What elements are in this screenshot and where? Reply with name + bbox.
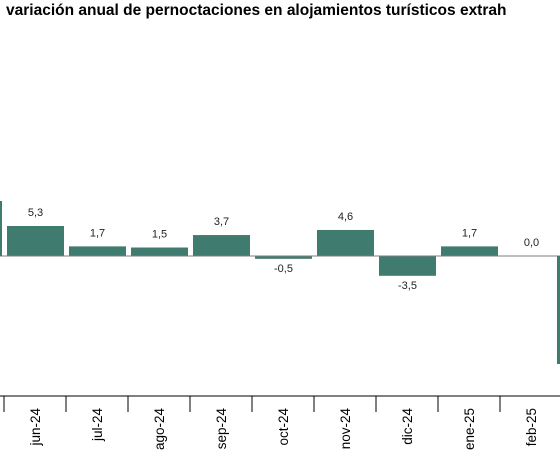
x-tick-label-dic-24: dic-24 bbox=[400, 408, 415, 445]
x-tick-labels-group: jun-24 jul-24 ago-24 sep-24 oct-24 nov-24 dic-… bbox=[28, 408, 539, 451]
bar-sep-24 bbox=[193, 235, 250, 256]
value-label-sep-24: 3,7 bbox=[214, 216, 229, 228]
value-label-nov-24: 4,6 bbox=[338, 211, 353, 223]
bar-nov-24 bbox=[317, 229, 374, 256]
bars-group bbox=[7, 226, 498, 276]
value-label-ago-24: 1,5 bbox=[152, 229, 167, 241]
x-tick-label-ene-25: ene-25 bbox=[462, 408, 477, 450]
value-label-jun-24: 5,3 bbox=[28, 207, 43, 219]
value-label-dic-24: -3,5 bbox=[398, 280, 417, 292]
value-label-jul-24: 1,7 bbox=[90, 227, 105, 239]
value-label-oct-24: -0,5 bbox=[274, 263, 293, 275]
bar-jul-24 bbox=[69, 246, 126, 256]
value-labels-group: 5,3 1,7 1,5 3,7 -0,5 4,6 -3,5 1,7 0,0 bbox=[28, 207, 539, 292]
x-tick-label-nov-24: nov-24 bbox=[338, 408, 353, 450]
right-edge-bar-fragment bbox=[557, 256, 560, 364]
x-tick-label-jun-24: jun-24 bbox=[28, 408, 43, 447]
x-tick-label-ago-24: ago-24 bbox=[152, 408, 167, 451]
left-edge-bar-fragment bbox=[0, 201, 2, 256]
bar-oct-24 bbox=[255, 256, 312, 259]
x-ticks-group bbox=[3, 396, 501, 412]
bar-jun-24 bbox=[7, 226, 64, 256]
value-label-ene-25: 1,7 bbox=[462, 227, 477, 239]
bar-ago-24 bbox=[131, 247, 188, 256]
x-tick-label-feb-25: feb-25 bbox=[524, 408, 539, 446]
value-label-feb-25: 0,0 bbox=[524, 237, 539, 249]
bar-dic-24 bbox=[379, 256, 436, 276]
bar-ene-25 bbox=[441, 246, 498, 256]
x-tick-label-jul-24: jul-24 bbox=[90, 408, 105, 443]
x-tick-label-oct-24: oct-24 bbox=[276, 408, 291, 446]
x-tick-label-sep-24: sep-24 bbox=[214, 408, 229, 450]
chart-title: variación anual de pernoctaciones en alo… bbox=[6, 2, 507, 19]
